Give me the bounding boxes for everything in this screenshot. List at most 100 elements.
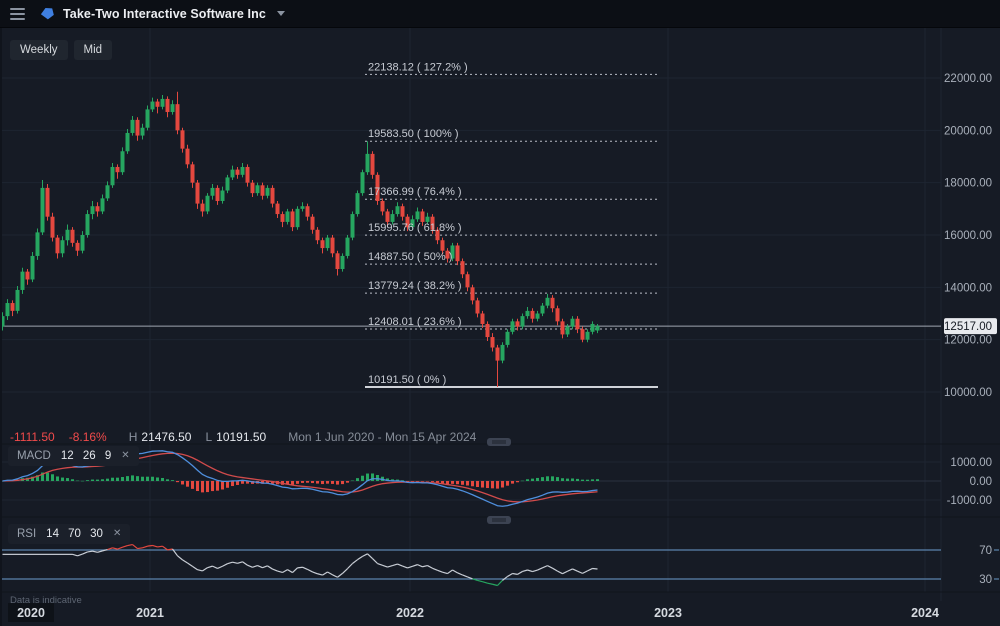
instrument-title[interactable]: Take-Two Interactive Software Inc [63,6,266,21]
rsi-line-segment [352,559,358,564]
candle-body [180,130,185,149]
macd-histogram-bar [406,481,409,482]
macd-histogram-bar [306,481,309,483]
rsi-line-segment [387,565,393,568]
rsi-line-segment [582,570,588,574]
rsi-line-segment [77,553,83,557]
macd-histogram-bar [231,481,234,487]
macd-histogram-bar [156,477,159,481]
rsi-line-segment [247,564,253,568]
rsi-line-segment [167,548,173,551]
chart-size-button[interactable]: Mid [73,40,113,60]
rsi-header[interactable]: RSI 14 70 30 ✕ [8,524,131,544]
timeframe-button[interactable]: Weekly [10,40,68,60]
candle-body [140,127,145,136]
rsi-line-segment [322,571,328,576]
candle-body [195,182,200,204]
rsi-line-segment [162,545,168,551]
macd-header[interactable]: MACD 12 26 9 ✕ [8,446,139,466]
rsi-line-segment [122,545,128,548]
candle-body [370,153,375,175]
candle-body [185,148,190,165]
candle-body [315,229,320,241]
candle-body [550,297,555,309]
pane-resize-grip[interactable] [487,438,511,446]
high-label: H [128,430,138,444]
macd-histogram-bar [101,479,104,481]
candle-body [470,287,475,301]
x-axis-year-label: 2021 [136,606,164,620]
price-badge[interactable] [944,318,997,335]
macd-histogram-bar [366,473,369,481]
macd-histogram-bar [356,478,359,481]
macd-histogram-bar [531,478,534,481]
candle-body [130,119,135,133]
candle-body [55,237,60,254]
rsi-line-segment [82,551,88,555]
candle-body [45,187,50,217]
candle-body [480,313,485,324]
candle-body [335,253,340,270]
candle-body [15,289,20,311]
candle-body [200,203,205,212]
low-label: L [205,430,213,444]
macd-histogram-bar [51,474,54,481]
hamburger-menu-icon[interactable] [10,7,25,20]
candle-body [375,174,380,201]
macd-histogram-bar [411,481,414,482]
rsi-close-icon[interactable]: ✕ [112,528,122,539]
rsi-line-segment [197,569,203,572]
candle-body [435,229,440,241]
macd-histogram-bar [466,481,469,486]
candle-body [230,169,235,178]
rsi-line-segment [172,548,178,557]
fib-level-label: 12408.01 ( 23.6% ) [368,316,462,328]
rsi-line-segment [422,564,428,568]
chevron-down-icon[interactable] [276,11,285,16]
candle-body [120,151,125,173]
macd-close-icon[interactable]: ✕ [121,450,130,461]
macd-histogram-bar [206,481,209,493]
change-percent: -8.16% [68,430,107,444]
macd-histogram-bar [446,481,449,485]
price-badge-value: 12517.00 [944,321,992,333]
candle-body [475,300,480,314]
macd-histogram-bar [496,481,499,489]
rsi-line-segment [137,547,143,550]
candle-body [305,206,310,217]
pane-resize-grip[interactable] [487,516,511,524]
rsi-line-segment [297,566,303,569]
rsi-line-segment [552,567,558,572]
candle-body [510,321,515,332]
candle-body [530,310,535,319]
topbar: Take-Two Interactive Software Inc [0,0,1000,28]
macd-histogram-bar [116,477,119,481]
rsi-line-segment [447,569,453,575]
macd-histogram-bar [376,474,379,481]
rsi-line-segment [437,569,443,573]
rsi-line-segment [557,570,563,575]
rsi-line-segment [382,564,388,568]
macd-histogram-bar [296,481,299,484]
candle-body [285,211,290,222]
candle-body [290,211,295,228]
candle-body [85,214,90,235]
candle-body [210,187,215,196]
fib-level-label: 14887.50 ( 50% ) [368,251,452,263]
rsi-line-segment [412,564,418,567]
candle-body [585,331,590,340]
rsi-line-segment [267,565,273,570]
candle-body [560,321,565,335]
macd-histogram-bar [521,480,524,482]
macd-histogram-bar [71,479,74,481]
rsi-line-segment [257,564,263,569]
candle-body [450,245,455,259]
macd-histogram-bar [76,480,79,482]
macd-histogram-bar [31,476,34,481]
macd-histogram-bar [131,475,134,481]
candle-body [425,216,430,222]
fib-level-label: 22138.12 ( 127.2% ) [368,61,468,73]
rsi-line-segment [282,569,288,573]
x-axis-year-label: 2020 [17,606,45,620]
